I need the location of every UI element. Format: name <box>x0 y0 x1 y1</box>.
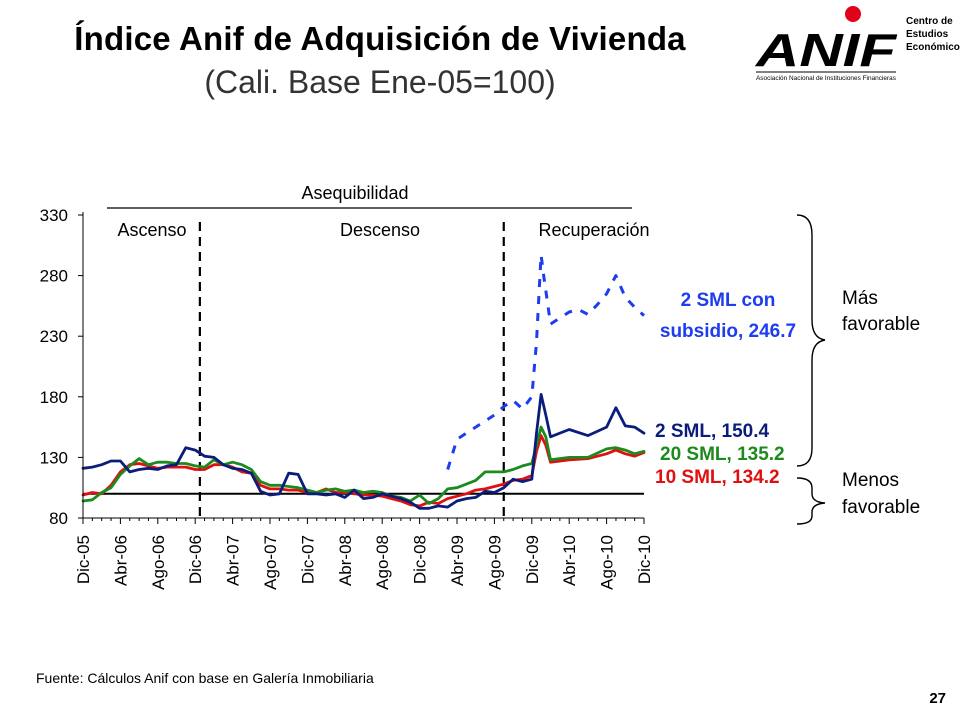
x-tick-label: Dic-06 <box>186 535 205 584</box>
x-tick-label: Ago-08 <box>373 535 392 590</box>
logo-side-text-1: Centro de <box>906 16 953 27</box>
logo-side-text-2: Estudios <box>906 29 949 40</box>
x-tick-label: Dic-05 <box>74 535 93 584</box>
anif-logo: ANIF Asociación Nacional de Institucione… <box>755 6 960 82</box>
period-label: Ascenso <box>117 220 186 240</box>
side-label: Menos <box>842 470 899 491</box>
y-tick-label: 280 <box>40 267 68 286</box>
series-line-s20 <box>81 425 646 505</box>
x-tick-label: Abr-06 <box>111 535 130 586</box>
y-tick-label: 330 <box>40 206 68 225</box>
brace-favorable <box>796 214 826 467</box>
x-tick-label: Abr-09 <box>448 535 467 586</box>
logo-tagline: Asociación Nacional de Instituciones Fin… <box>756 76 896 82</box>
page-title: Índice Anif de Adquisición de Vivienda <box>74 20 686 57</box>
series-line-ssub <box>446 253 646 470</box>
side-label: favorable <box>842 497 920 518</box>
y-tick-label: 230 <box>40 327 68 346</box>
brace-less-favorable <box>796 477 826 525</box>
logo-side-text-3: Económicos <box>906 42 960 53</box>
page-number: 27 <box>929 690 946 707</box>
period-label: Descenso <box>340 220 420 240</box>
x-tick-label: Ago-07 <box>261 535 280 590</box>
series-annotation: subsidio, 246.7 <box>660 321 796 342</box>
series-annotation: 2 SML con <box>681 290 776 311</box>
x-tick-label: Dic-08 <box>411 535 430 584</box>
x-tick-label: Abr-10 <box>560 535 579 586</box>
series-line-s10 <box>81 434 646 508</box>
series-annotation: 20 SML, 135.2 <box>660 444 785 465</box>
x-tick-label: Dic-07 <box>298 535 317 584</box>
x-tick-label: Abr-07 <box>224 535 243 586</box>
x-tick-label: Ago-10 <box>598 535 617 590</box>
period-label: Recuperación <box>538 220 649 240</box>
y-tick-label: 130 <box>40 448 68 467</box>
y-tick-label: 80 <box>49 509 68 528</box>
y-tick-label: 180 <box>40 388 68 407</box>
x-tick-label: Dic-09 <box>523 535 542 584</box>
x-tick-label: Abr-08 <box>336 535 355 586</box>
page-subtitle: (Cali. Base Ene-05=100) <box>204 64 556 100</box>
series-line-s2 <box>81 393 646 510</box>
source-note: Fuente: Cálculos Anif con base en Galerí… <box>36 670 374 686</box>
x-tick-label: Ago-06 <box>149 535 168 590</box>
x-tick-label: Dic-10 <box>635 535 654 584</box>
logo-accent-dot <box>845 6 861 22</box>
side-label: favorable <box>842 314 920 335</box>
series-annotation: 10 SML, 134.2 <box>655 467 780 488</box>
series-annotation: 2 SML, 150.4 <box>655 421 769 442</box>
logo-wordmark: ANIF <box>755 24 899 76</box>
side-label: Más <box>842 288 878 309</box>
period-top-label: Asequibilidad <box>301 183 408 203</box>
x-tick-label: Ago-09 <box>485 535 504 590</box>
